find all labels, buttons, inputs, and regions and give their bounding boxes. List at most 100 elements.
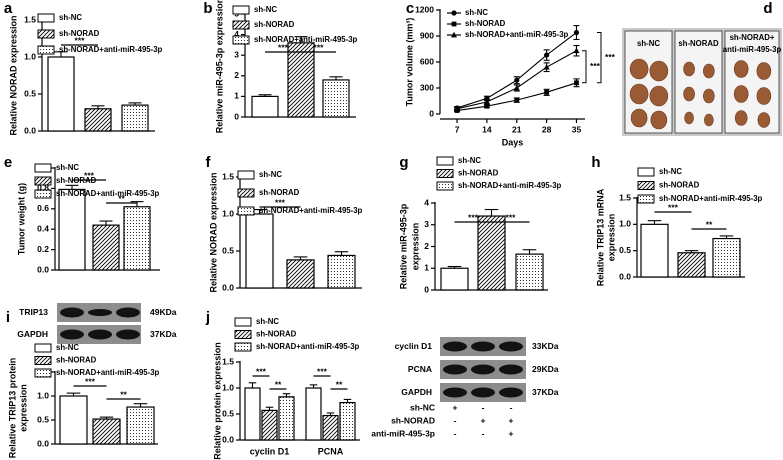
marker <box>544 52 550 58</box>
tumor <box>650 110 668 130</box>
y-tick-label: 1 <box>234 91 239 101</box>
band-size: 29KDa <box>532 364 559 374</box>
legend-label: sh-NORAD <box>259 188 300 197</box>
condition-label: anti-miR-495-3p <box>371 428 435 438</box>
bar <box>477 215 506 291</box>
y-tick-label: 0.0 <box>222 282 234 292</box>
marker <box>573 47 580 54</box>
tumor <box>630 108 648 128</box>
legend-label: sh-NC <box>259 170 282 179</box>
bar <box>251 95 279 118</box>
significance-label: ** <box>120 389 127 399</box>
marker <box>544 89 550 95</box>
legend-label: sh-NORAD+anti-miR-495-3p <box>254 35 358 44</box>
legend-label: sh-NORAD+anti-miR-495-3p <box>256 342 360 351</box>
legend-label: sh-NORAD+anti-miR-495-3p <box>259 206 363 215</box>
legend-swatch <box>234 330 252 339</box>
y-axis-label: Tumor volume (mm³) <box>404 18 414 107</box>
legend-label: sh-NC <box>56 343 79 352</box>
band <box>116 329 140 340</box>
legend-label: sh-NORAD+anti-miR-495-3p <box>56 189 160 198</box>
bar <box>322 79 350 118</box>
y-tick-label: 0.5 <box>619 245 631 255</box>
significance-label: *** <box>75 35 86 45</box>
legend-label: sh-NORAD <box>458 169 499 178</box>
legend-swatch <box>237 170 255 180</box>
legend-swatch <box>232 5 250 15</box>
legend-swatch <box>37 45 55 55</box>
bar <box>121 104 149 132</box>
significance-label: ** <box>706 219 713 229</box>
condition-sign: - <box>454 428 457 438</box>
tumor <box>629 58 649 80</box>
y-tick-label: 1 <box>424 263 429 273</box>
y-axis-label: expression <box>18 384 28 432</box>
bar <box>287 42 315 118</box>
legend-swatch <box>34 343 52 353</box>
group-label: sh-NC <box>637 39 660 48</box>
significance-label: *** <box>85 376 96 386</box>
band-size: 37KDa <box>532 387 559 397</box>
panel-letter: h <box>591 154 600 171</box>
legend-swatch <box>436 156 454 166</box>
significance-label: *** <box>84 170 95 180</box>
legend-label: sh-NC <box>56 163 79 172</box>
series-line <box>456 32 577 109</box>
y-axis-label: expression <box>606 214 616 262</box>
y-tick-label: 900 <box>420 30 434 40</box>
band <box>60 307 84 318</box>
significance-bracket <box>582 50 587 84</box>
significance-label: *** <box>278 42 289 52</box>
tumor <box>649 85 669 107</box>
bar <box>92 224 120 271</box>
y-tick-label: 1.5 <box>222 171 234 181</box>
band <box>88 329 112 340</box>
legend-swatch <box>37 29 55 39</box>
bar <box>327 254 356 289</box>
y-tick-label: 1.0 <box>37 390 49 400</box>
significance-label: ** <box>118 193 125 203</box>
band <box>88 309 112 316</box>
legend-label: sh-NORAD <box>256 330 297 339</box>
y-axis-label: Relative NORAD expression <box>208 172 218 292</box>
legend-label: sh-NC <box>458 156 481 165</box>
band-label: GAPDH <box>401 387 432 397</box>
marker <box>543 64 550 70</box>
y-tick-label: 0 <box>424 284 429 294</box>
band-label: PCNA <box>408 364 432 374</box>
band <box>499 341 523 352</box>
y-tick-label: 0.8 <box>37 183 49 193</box>
bar <box>322 414 339 441</box>
legend-label: sh-NC <box>254 5 277 14</box>
legend-label: sh-NC <box>256 317 279 326</box>
bar <box>58 188 86 271</box>
marker <box>483 98 490 105</box>
y-axis-label: Relative miR-495-3p expression <box>214 0 224 133</box>
legend-label: sh-NORAD <box>56 356 97 365</box>
significance-label: *** <box>668 202 679 212</box>
legend-label: sh-NORAD+anti-miR-495-3p <box>458 181 562 190</box>
panel-letter: g <box>399 154 408 171</box>
band <box>60 329 84 340</box>
significance-label: *** <box>317 366 328 376</box>
significance-label: *** <box>605 52 616 62</box>
x-tick-label: 21 <box>512 124 522 134</box>
y-tick-label: 3 <box>234 49 239 59</box>
band <box>471 341 495 352</box>
y-tick-label: 3 <box>424 219 429 229</box>
legend-swatch <box>234 317 252 327</box>
y-tick-label: 4 <box>234 29 239 39</box>
condition-sign: + <box>509 428 514 438</box>
bar <box>59 395 88 445</box>
y-axis-label: Relative protein expression <box>212 342 222 460</box>
marker <box>573 29 580 36</box>
x-axis-label: Days <box>502 137 524 147</box>
panel-letter: f <box>206 154 212 171</box>
x-tick-label: 35 <box>572 124 582 134</box>
y-tick-label: 1.5 <box>24 14 36 24</box>
condition-sign: - <box>510 402 513 412</box>
legend-swatch <box>34 163 52 173</box>
band <box>443 364 467 375</box>
legend-swatch <box>34 368 52 378</box>
